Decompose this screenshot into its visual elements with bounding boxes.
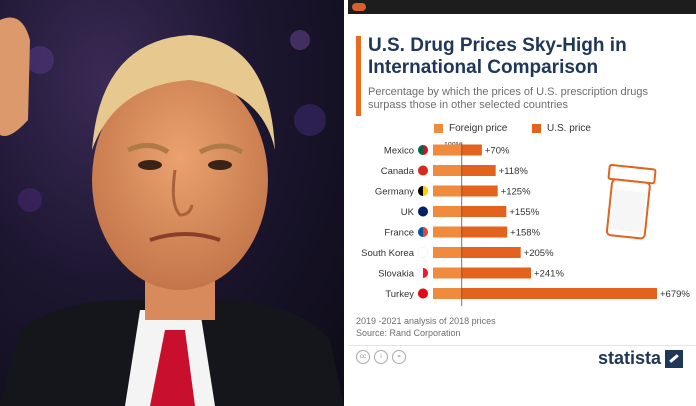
panel-divider	[344, 0, 348, 406]
south-korea-flag-left	[418, 247, 423, 258]
footnote-source: Source: Rand Corporation	[356, 328, 461, 338]
us-price-bar	[461, 247, 521, 258]
legend-item-us: U.S. price	[532, 123, 591, 134]
foreign-price-bar	[433, 206, 462, 217]
pill-bottle-icon	[605, 163, 657, 240]
slovakia-flag-left	[418, 268, 423, 278]
category-label: Turkey	[385, 289, 414, 300]
category-label: Mexico	[384, 146, 414, 157]
foreign-price-bar	[433, 144, 462, 156]
bar-chart: 100%Mexico+70%Canada+118%Germany+125%UK+…	[361, 142, 690, 306]
us-price-bar	[461, 165, 496, 176]
category-label: Germany	[375, 187, 414, 198]
value-label: +70%	[485, 146, 510, 157]
top-strip	[348, 0, 696, 14]
no-derivatives-icon[interactable]: =	[392, 350, 406, 364]
category-label: Slovakia	[378, 269, 415, 280]
uk-flag-left	[418, 206, 423, 217]
category-label: France	[384, 228, 414, 239]
statista-mark-icon	[665, 349, 684, 368]
creative-commons-icon[interactable]: cc	[356, 350, 370, 364]
strip-marker	[352, 3, 366, 11]
south-korea-flag-right	[423, 247, 428, 258]
value-label: +205%	[524, 248, 554, 259]
germany-flag-right	[423, 186, 428, 196]
value-label: +241%	[534, 269, 564, 280]
infographic-panel: U.S. Drug Prices Sky-High in Internation…	[348, 0, 696, 406]
foreign-price-bar	[433, 288, 462, 299]
turkey-flag-left	[418, 288, 423, 299]
us-price-bar	[461, 206, 507, 217]
france-flag-left	[418, 227, 423, 237]
legend-swatch-foreign	[434, 124, 443, 133]
license-icons: cc i =	[356, 350, 406, 364]
us-price-bar	[461, 288, 657, 299]
us-price-bar	[461, 185, 498, 197]
foreign-price-bar	[433, 185, 462, 197]
legend-item-foreign: Foreign price	[434, 123, 507, 134]
footnote-analysis: 2019 -2021 analysis of 2018 prices	[356, 316, 496, 326]
brand-name: statista	[598, 348, 662, 368]
value-label: +679%	[660, 289, 690, 300]
turkey-flag-right	[423, 288, 428, 299]
us-price-bar	[461, 267, 532, 279]
legend-swatch-us	[532, 124, 541, 133]
attribution-icon[interactable]: i	[374, 350, 388, 364]
us-price-bar	[461, 144, 482, 156]
value-label: +125%	[501, 187, 531, 198]
category-label: UK	[401, 207, 415, 218]
value-label: +118%	[499, 166, 529, 177]
chart-subtitle: Percentage by which the prices of U.S. p…	[368, 86, 649, 111]
value-label: +158%	[510, 228, 540, 239]
canada-flag-left	[418, 165, 423, 176]
category-label: South Korea	[361, 248, 415, 259]
portrait-photo	[0, 0, 344, 406]
statista-logo[interactable]: statista	[598, 348, 684, 369]
slovakia-flag-right	[423, 268, 428, 278]
value-label: +155%	[509, 207, 539, 218]
canada-flag-right	[423, 165, 428, 176]
germany-flag-left	[418, 186, 423, 196]
foreign-price-bar	[433, 267, 462, 279]
mexico-flag-left	[418, 145, 423, 155]
foreign-price-bar	[433, 165, 462, 176]
legend-label-foreign: Foreign price	[449, 123, 508, 134]
footer-divider	[348, 345, 696, 346]
foreign-price-bar	[433, 226, 462, 238]
title-accent-bar	[356, 36, 361, 116]
uk-flag-right	[423, 206, 428, 217]
category-label: Canada	[381, 166, 415, 177]
us-price-bar	[461, 226, 508, 238]
foreign-price-bar	[433, 247, 462, 258]
chart-title: U.S. Drug Prices Sky-High in Internation…	[368, 35, 627, 78]
legend-label-us: U.S. price	[547, 123, 591, 134]
mexico-flag-right	[423, 145, 428, 155]
france-flag-right	[423, 227, 428, 237]
